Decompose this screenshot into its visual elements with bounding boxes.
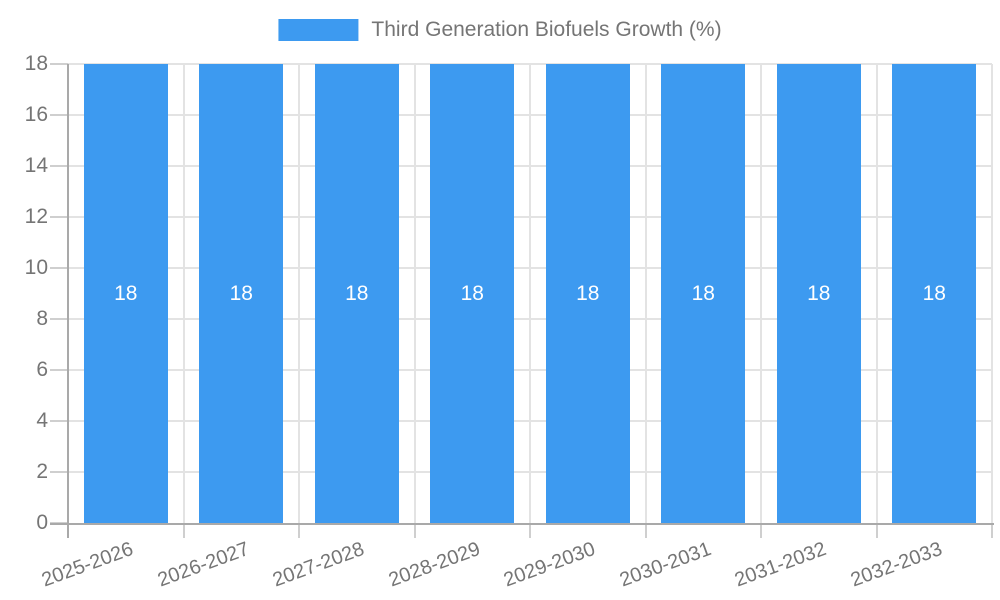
x-tick-label: 2032-2033 (847, 538, 945, 592)
y-tick-mark (50, 471, 68, 473)
gridline-vertical (875, 64, 878, 523)
y-axis-line (67, 64, 69, 538)
legend-label: Third Generation Biofuels Growth (%) (371, 18, 722, 41)
bar-value-label: 18 (576, 282, 600, 305)
x-tick-mark (991, 525, 993, 538)
bar-value-label: 18 (345, 282, 369, 305)
gridline-vertical (991, 64, 993, 523)
x-tick-label: 2029-2030 (500, 538, 599, 592)
y-tick-label: 18 (24, 52, 48, 75)
legend-item[interactable]: Third Generation Biofuels Growth (%) (278, 18, 722, 42)
x-tick-label: 2027-2028 (269, 538, 368, 592)
x-tick-label: 2026-2027 (154, 538, 252, 592)
y-tick-label: 12 (24, 205, 48, 228)
bar (776, 64, 861, 523)
x-tick-mark (182, 525, 185, 538)
bar-value-label: 18 (229, 282, 253, 305)
x-tick-mark (298, 525, 300, 538)
y-tick-label: 8 (36, 307, 48, 330)
x-tick-label: 2025-2026 (38, 538, 137, 592)
x-tick-label: 2031-2032 (731, 538, 830, 592)
y-tick-mark (50, 318, 68, 320)
gridline-vertical (529, 64, 531, 523)
y-tick-mark (50, 216, 68, 218)
gridline-vertical (760, 64, 762, 523)
bar (83, 64, 168, 523)
gridline-vertical (413, 64, 416, 523)
x-tick-mark (760, 525, 762, 538)
gridline-vertical (644, 64, 647, 523)
x-tick-label: 2030-2031 (616, 538, 714, 592)
x-tick-label: 2028-2029 (385, 538, 483, 592)
bar (545, 64, 630, 523)
x-tick-mark (644, 525, 647, 538)
y-tick-mark (50, 420, 68, 422)
bar-value-label: 18 (922, 282, 946, 305)
legend-swatch (278, 19, 359, 41)
bar (314, 64, 399, 523)
bar-value-label: 18 (691, 282, 715, 305)
y-tick-mark (50, 165, 68, 167)
x-tick-mark (529, 525, 531, 538)
x-tick-mark (413, 525, 416, 538)
y-tick-label: 14 (24, 154, 48, 177)
y-tick-label: 2 (36, 460, 48, 483)
y-tick-label: 4 (36, 409, 48, 432)
y-tick-label: 0 (36, 511, 48, 534)
bar (430, 64, 515, 523)
y-tick-mark (50, 267, 68, 269)
bar (199, 64, 284, 523)
y-tick-mark (50, 63, 68, 65)
y-tick-label: 10 (24, 256, 48, 279)
gridline-vertical (182, 64, 185, 523)
y-tick-label: 16 (24, 103, 48, 126)
x-axis-line (50, 523, 994, 525)
bar-value-label: 18 (114, 282, 138, 305)
y-tick-label: 6 (36, 358, 48, 381)
y-tick-mark (50, 114, 68, 116)
x-tick-mark (875, 525, 878, 538)
gridline-vertical (298, 64, 300, 523)
bar-value-label: 18 (807, 282, 831, 305)
bar-value-label: 18 (460, 282, 484, 305)
y-tick-mark (50, 369, 68, 371)
bar (661, 64, 746, 523)
bar (892, 64, 977, 523)
